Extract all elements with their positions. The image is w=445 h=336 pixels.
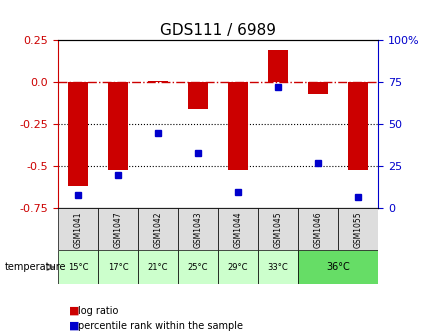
FancyBboxPatch shape <box>58 208 98 250</box>
Text: 29°C: 29°C <box>228 263 248 271</box>
FancyBboxPatch shape <box>218 250 258 284</box>
Text: GSM1047: GSM1047 <box>113 211 122 248</box>
Bar <box>228 82 248 170</box>
FancyBboxPatch shape <box>258 250 298 284</box>
Text: percentile rank within the sample: percentile rank within the sample <box>78 321 243 331</box>
Bar <box>188 82 208 109</box>
FancyBboxPatch shape <box>138 250 178 284</box>
Text: GSM1046: GSM1046 <box>314 211 323 248</box>
Text: 15°C: 15°C <box>68 263 88 271</box>
FancyBboxPatch shape <box>98 250 138 284</box>
Text: log ratio: log ratio <box>78 306 118 316</box>
FancyBboxPatch shape <box>258 208 298 250</box>
Bar <box>268 50 288 82</box>
FancyBboxPatch shape <box>338 208 378 250</box>
FancyBboxPatch shape <box>98 208 138 250</box>
Text: 17°C: 17°C <box>108 263 128 271</box>
Bar <box>308 82 328 94</box>
Text: GSM1055: GSM1055 <box>354 211 363 248</box>
FancyBboxPatch shape <box>298 208 338 250</box>
Text: GSM1041: GSM1041 <box>73 211 82 248</box>
Text: GSM1043: GSM1043 <box>194 211 202 248</box>
Bar <box>148 81 168 82</box>
Text: 36°C: 36°C <box>326 262 350 272</box>
FancyBboxPatch shape <box>178 250 218 284</box>
Text: ■: ■ <box>69 321 80 331</box>
FancyBboxPatch shape <box>58 250 98 284</box>
Title: GDS111 / 6989: GDS111 / 6989 <box>160 23 276 38</box>
FancyBboxPatch shape <box>178 208 218 250</box>
Text: temperature: temperature <box>4 262 66 272</box>
FancyBboxPatch shape <box>218 208 258 250</box>
Text: 33°C: 33°C <box>268 263 288 271</box>
FancyBboxPatch shape <box>138 208 178 250</box>
Text: 25°C: 25°C <box>188 263 208 271</box>
Text: GSM1045: GSM1045 <box>274 211 283 248</box>
Text: ■: ■ <box>69 306 80 316</box>
FancyBboxPatch shape <box>298 250 378 284</box>
Text: 21°C: 21°C <box>148 263 168 271</box>
Text: GSM1044: GSM1044 <box>234 211 243 248</box>
Text: GSM1042: GSM1042 <box>154 211 162 248</box>
Bar <box>108 82 128 170</box>
Bar <box>348 82 368 170</box>
Bar <box>68 82 88 186</box>
